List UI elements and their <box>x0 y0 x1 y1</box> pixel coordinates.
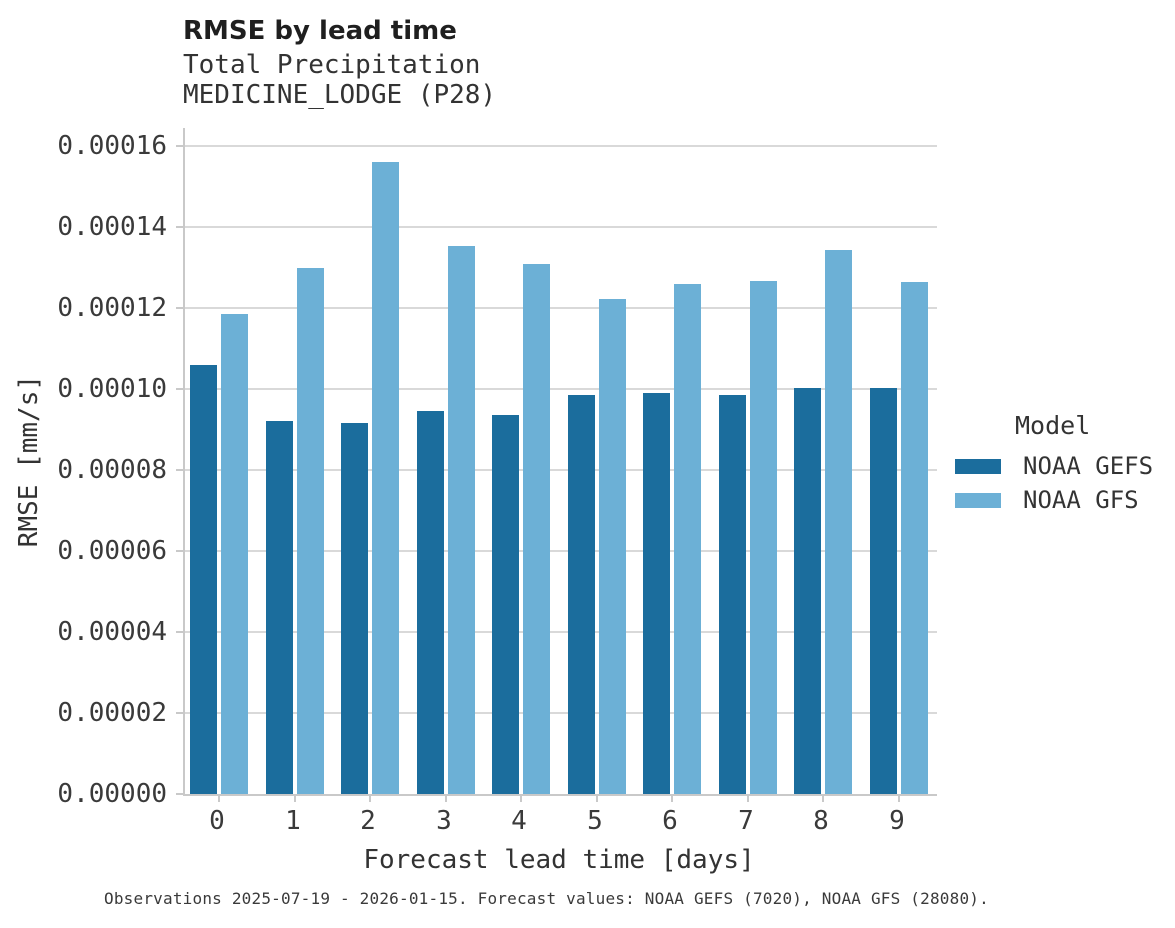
bar-noaa-gfs-lead-9 <box>901 282 928 794</box>
gridline <box>185 712 937 714</box>
chart-subtitle-location: MEDICINE_LODGE (P28) <box>183 80 497 110</box>
bar-noaa-gefs-lead-4 <box>492 415 519 794</box>
x-tick-label: 2 <box>360 806 376 836</box>
bar-noaa-gfs-lead-3 <box>448 246 475 794</box>
bar-noaa-gfs-lead-0 <box>221 314 248 794</box>
x-axis-tick <box>822 796 824 802</box>
gridline <box>185 469 937 471</box>
legend-entry-noaa-gefs: NOAA GEFS <box>955 449 1153 483</box>
y-axis-tick <box>176 307 183 309</box>
gridline <box>185 550 937 552</box>
figure-caption: Observations 2025-07-19 - 2026-01-15. Fo… <box>104 889 989 908</box>
y-tick-label: 0.00006 <box>57 536 167 566</box>
bar-noaa-gefs-lead-7 <box>719 395 746 794</box>
legend-entries: NOAA GEFS NOAA GFS <box>955 449 1153 517</box>
bar-noaa-gfs-lead-7 <box>750 281 777 794</box>
bar-noaa-gefs-lead-3 <box>417 411 444 794</box>
y-axis-tick <box>176 388 183 390</box>
bar-noaa-gefs-lead-2 <box>341 423 368 794</box>
bar-noaa-gefs-lead-8 <box>794 388 821 794</box>
y-tick-label: 0.00000 <box>57 779 167 809</box>
x-axis-tick <box>369 796 371 802</box>
y-axis-tick <box>176 226 183 228</box>
legend-swatch-icon <box>955 492 1001 508</box>
y-axis-tick <box>176 712 183 714</box>
x-tick-label: 8 <box>813 806 829 836</box>
x-tick-label: 7 <box>738 806 754 836</box>
y-axis-tick <box>176 145 183 147</box>
y-axis-tick <box>176 550 183 552</box>
bar-noaa-gfs-lead-1 <box>297 268 324 794</box>
x-tick-label: 4 <box>511 806 527 836</box>
y-tick-label: 0.00008 <box>57 455 167 485</box>
legend-title: Model <box>1015 411 1091 440</box>
chart-title: RMSE by lead time <box>183 16 457 46</box>
legend-entry-noaa-gfs: NOAA GFS <box>955 483 1153 517</box>
bar-noaa-gefs-lead-5 <box>568 395 595 794</box>
x-axis-tick <box>294 796 296 802</box>
x-tick-label: 6 <box>662 806 678 836</box>
y-tick-label: 0.00002 <box>57 698 167 728</box>
y-tick-label: 0.00004 <box>57 617 167 647</box>
x-axis-tick <box>898 796 900 802</box>
y-tick-label: 0.00014 <box>57 212 167 242</box>
bar-noaa-gefs-lead-6 <box>643 393 670 794</box>
x-axis-tick <box>218 796 220 802</box>
x-tick-label: 0 <box>209 806 225 836</box>
bar-noaa-gefs-lead-9 <box>870 388 897 794</box>
gridline <box>185 145 937 147</box>
plot-area <box>176 128 937 802</box>
chart-subtitle-variable: Total Precipitation <box>183 50 481 80</box>
legend-label: NOAA GEFS <box>1023 452 1154 480</box>
bar-noaa-gfs-lead-8 <box>825 250 852 794</box>
bar-noaa-gfs-lead-2 <box>372 162 399 794</box>
legend-label: NOAA GFS <box>1023 486 1139 514</box>
x-tick-label: 1 <box>285 806 301 836</box>
x-axis-label: Forecast lead time [days] <box>363 845 755 875</box>
y-axis-tick <box>176 793 183 795</box>
bar-noaa-gefs-lead-0 <box>190 365 217 794</box>
x-tick-label: 9 <box>889 806 905 836</box>
bar-noaa-gfs-lead-5 <box>599 299 626 794</box>
gridline <box>185 388 937 390</box>
gridline <box>185 226 937 228</box>
x-axis-tick <box>445 796 447 802</box>
x-axis-tick <box>520 796 522 802</box>
x-tick-label: 3 <box>436 806 452 836</box>
gridline <box>185 631 937 633</box>
y-tick-label: 0.00010 <box>57 374 167 404</box>
y-axis-tick <box>176 631 183 633</box>
bar-noaa-gefs-lead-1 <box>266 421 293 794</box>
bar-noaa-gfs-lead-6 <box>674 284 701 794</box>
x-axis-tick <box>747 796 749 802</box>
gridline <box>185 307 937 309</box>
y-tick-label: 0.00012 <box>57 293 167 323</box>
x-tick-label: 5 <box>587 806 603 836</box>
y-tick-label: 0.00016 <box>57 131 167 161</box>
x-axis-tick <box>671 796 673 802</box>
y-axis-tick <box>176 469 183 471</box>
legend-swatch-icon <box>955 458 1001 474</box>
bar-noaa-gfs-lead-4 <box>523 264 550 794</box>
x-axis-tick <box>596 796 598 802</box>
